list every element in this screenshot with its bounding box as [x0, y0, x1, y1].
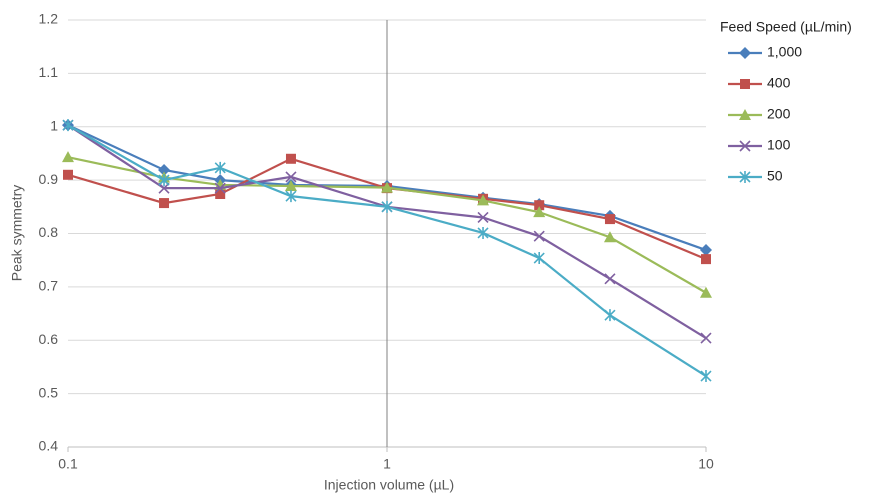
point	[533, 252, 545, 265]
point	[158, 174, 170, 187]
legend-marker	[740, 79, 750, 89]
point	[381, 200, 393, 213]
point	[534, 200, 545, 211]
y-tick-label: 0.7	[39, 278, 59, 294]
legend-marker	[739, 47, 751, 59]
point	[284, 179, 297, 191]
point	[285, 190, 297, 203]
point	[604, 273, 616, 285]
point	[701, 254, 711, 265]
point	[285, 171, 297, 183]
point	[533, 206, 546, 218]
series	[62, 119, 712, 383]
y-tick-label: 0.6	[39, 331, 59, 347]
point	[159, 198, 170, 209]
point	[604, 309, 616, 322]
legend-label: 200	[767, 106, 791, 122]
y-axis-label: Peak symmetry	[9, 185, 25, 281]
x-tick-label: 1	[383, 456, 391, 472]
y-tick-label: 0.4	[39, 438, 59, 454]
y-tick-label: 1.2	[39, 11, 59, 27]
legend-label: 400	[767, 75, 791, 91]
legend-label: 1,000	[767, 44, 802, 60]
point	[381, 181, 393, 193]
point	[158, 182, 170, 194]
point	[215, 189, 226, 200]
point	[214, 161, 226, 174]
point	[603, 231, 616, 243]
point	[700, 332, 712, 344]
point	[62, 151, 74, 163]
point	[477, 211, 489, 224]
y-tick-label: 0.9	[39, 171, 59, 187]
point	[285, 153, 296, 164]
y-tick-label: 0.5	[39, 384, 59, 400]
point	[214, 182, 226, 194]
legend-marker	[739, 140, 751, 152]
x-axis-label: Injection volume (µL)	[324, 477, 454, 493]
legend-label: 100	[767, 137, 791, 153]
point	[533, 230, 545, 242]
y-tick-label: 1	[50, 117, 58, 133]
y-tick-label: 0.8	[39, 224, 59, 240]
legend-title: Feed Speed (µL/min)	[720, 19, 852, 35]
point	[604, 214, 615, 225]
y-tick-label: 1.1	[39, 64, 59, 80]
point	[477, 226, 489, 239]
point	[63, 169, 73, 180]
x-tick-label: 0.1	[58, 456, 78, 472]
point	[700, 286, 712, 298]
legend-label: 50	[767, 168, 783, 184]
point	[158, 163, 171, 176]
point	[700, 244, 712, 257]
point	[477, 194, 490, 206]
x-tick-label: 10	[698, 456, 714, 472]
legend-marker	[739, 171, 751, 183]
point	[700, 370, 712, 383]
legend-marker	[739, 109, 751, 120]
point	[62, 119, 74, 132]
